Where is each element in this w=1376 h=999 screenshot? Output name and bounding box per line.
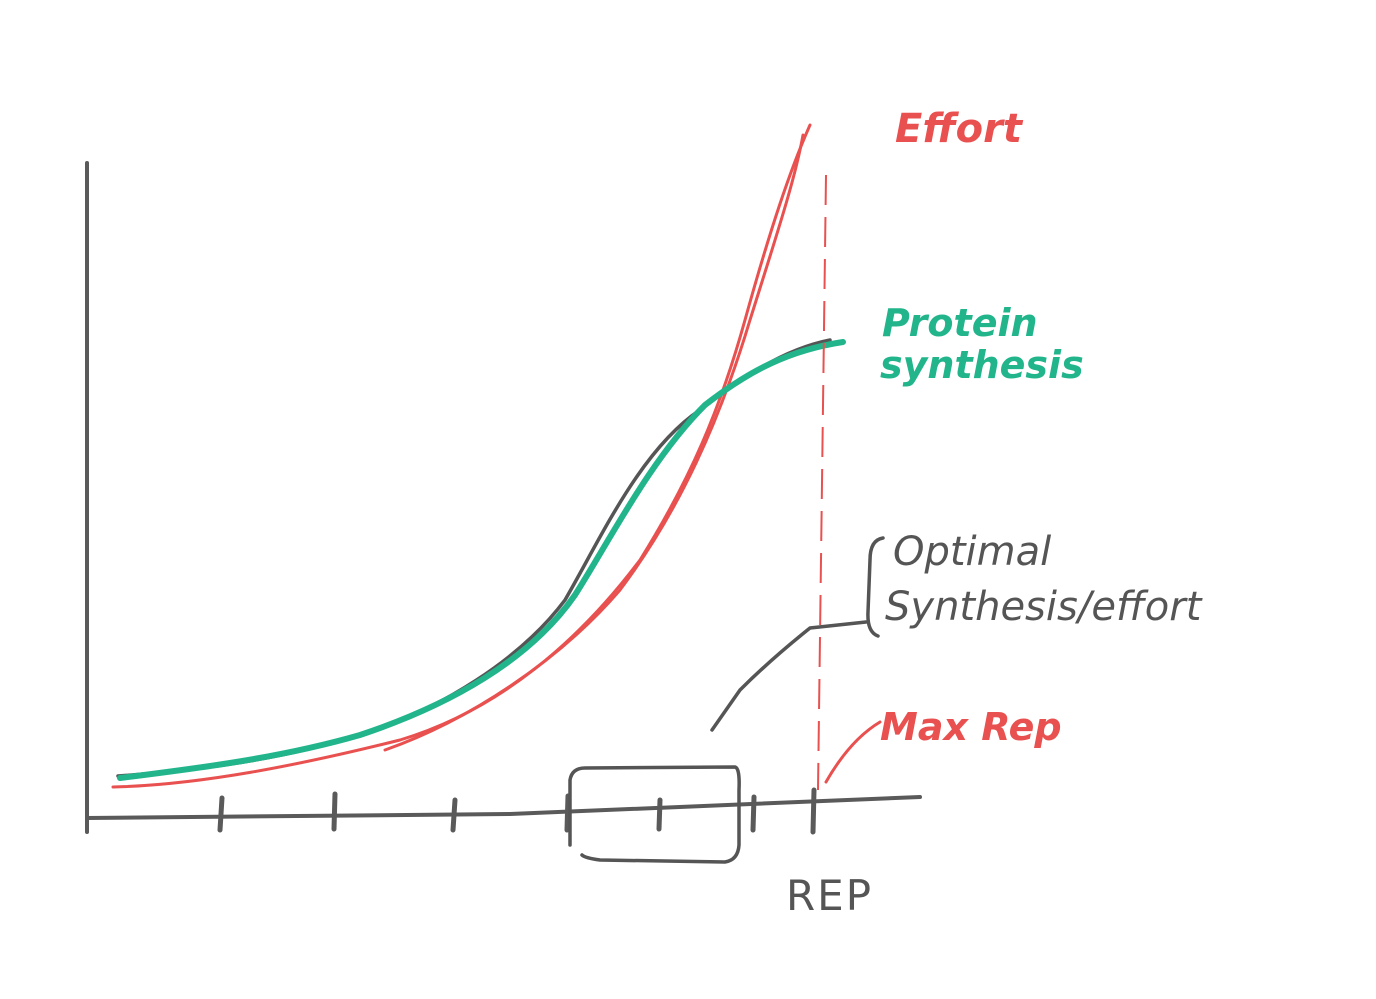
tick-mark xyxy=(750,794,757,833)
protein-synthesis-label-line2: synthesis xyxy=(880,343,1084,387)
optimal-label-line1: Optimal xyxy=(893,529,1051,575)
tick-mark xyxy=(450,797,458,833)
max-rep-dashed-line xyxy=(817,174,827,791)
tick-mark xyxy=(331,791,338,832)
max-rep-label: Max Rep xyxy=(880,705,1062,749)
tick-mark xyxy=(656,797,663,832)
max-rep-pointer xyxy=(824,720,882,784)
tick-mark xyxy=(810,787,817,835)
protein-synthesis-label-line1: Protein xyxy=(882,301,1038,345)
optimal-label-line2: Synthesis/effort xyxy=(885,584,1203,630)
effort-curve xyxy=(111,123,812,789)
tick-mark xyxy=(217,795,225,833)
x-axis-label: REP xyxy=(786,871,873,920)
effort-label: Effort xyxy=(895,106,1024,152)
x-axis-ticks xyxy=(217,787,817,835)
protein-synthesis-curve xyxy=(117,339,846,781)
optimal-range-box xyxy=(568,765,741,864)
optimal-pointer xyxy=(710,620,868,732)
x-axis xyxy=(85,795,922,820)
optimal-bracket xyxy=(866,536,885,638)
effort-curve-stroke-2 xyxy=(383,133,805,752)
tick-mark xyxy=(564,793,571,833)
